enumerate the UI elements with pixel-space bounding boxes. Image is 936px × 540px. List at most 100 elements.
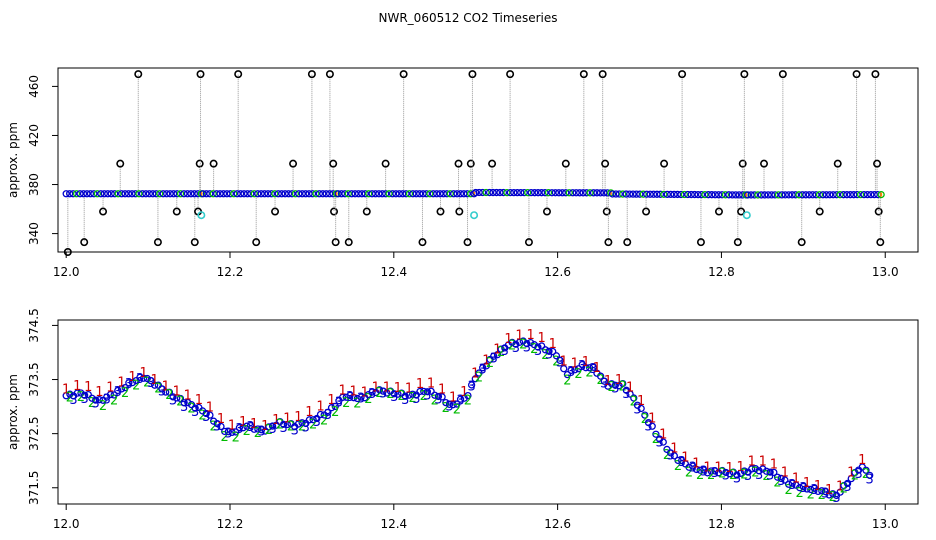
baseline-point (551, 189, 560, 197)
baseline-point (104, 190, 112, 198)
curve-ring (807, 485, 815, 494)
curve-ring (556, 356, 564, 365)
baseline-point (764, 191, 772, 199)
curve-label-point: 2 (773, 476, 781, 491)
curve-ring (268, 422, 277, 430)
curve-label-point: 1 (327, 393, 335, 408)
spike-marker (195, 159, 204, 168)
curve-label-point: 2 (331, 405, 339, 420)
curve-ring (162, 388, 170, 396)
curve-label-point: 1 (162, 379, 170, 394)
curve-ring (685, 463, 693, 471)
spike-marker (876, 238, 885, 247)
curve-label-point: 3 (700, 464, 708, 479)
curve-label-point: 3 (600, 376, 608, 391)
spike-marker (778, 70, 787, 79)
baseline-point (142, 190, 150, 198)
curve-label-point: 3 (810, 483, 818, 498)
curve-label-point: 2 (209, 420, 217, 435)
baseline-point (422, 190, 431, 198)
curve-ring (302, 419, 310, 428)
baseline-point (419, 190, 427, 198)
baseline-point (558, 189, 566, 197)
curve-label-point: 3 (324, 408, 332, 423)
curve-label-point: 1 (427, 376, 435, 391)
curve-label-point: 1 (781, 466, 789, 481)
curve-ring (165, 388, 174, 396)
baseline-point (128, 190, 136, 198)
baseline-point (351, 190, 359, 198)
baseline-point (305, 190, 313, 198)
curve-label-point: 3 (722, 468, 730, 483)
baseline-point (482, 188, 490, 197)
curve-label-point: 1 (659, 427, 667, 442)
curve-ring (327, 404, 336, 412)
baseline-point (489, 188, 497, 197)
baseline-point (704, 191, 712, 199)
curve-ring (368, 388, 376, 396)
spike-marker (871, 70, 880, 79)
curve-ring (751, 464, 760, 473)
baseline-point (596, 189, 605, 197)
curve-ring (357, 393, 365, 401)
curve-label-point: 1 (648, 411, 656, 426)
baseline-point (721, 191, 730, 199)
curve-label-point: 3 (799, 481, 807, 496)
baseline-point (663, 190, 671, 199)
spike-marker (488, 159, 497, 168)
curve-ring (257, 426, 266, 434)
curve-ring (279, 420, 288, 428)
baseline-point (176, 190, 185, 198)
baseline-point (470, 190, 478, 198)
curve-ring (759, 465, 767, 473)
y-tick-label: 372.5 (27, 416, 41, 450)
top-axes: 12.0 12.2 12.4 12.6 12.8 13.0 340 380 420 460 (27, 75, 899, 279)
spike-marker (623, 238, 632, 247)
curve-ring (353, 394, 362, 403)
baseline-point (670, 190, 678, 199)
spike-marker (852, 70, 861, 79)
baseline-point (149, 190, 157, 198)
baseline-point (582, 189, 591, 197)
baseline-point (260, 190, 269, 198)
curve-ring (456, 395, 465, 403)
baseline-point (608, 190, 617, 198)
curve-ring (711, 467, 719, 475)
curve-label-point: 2 (563, 373, 571, 388)
baseline-point (371, 190, 380, 198)
curve-ring (582, 364, 590, 372)
curve-label-point: 3 (224, 427, 232, 442)
curve-ring (309, 416, 317, 424)
curve-ring (294, 420, 303, 428)
curve-label-point: 2 (707, 468, 715, 483)
baseline-point (230, 190, 238, 198)
curve-ring (471, 375, 479, 383)
spike-marker (196, 70, 205, 79)
curve-ring (571, 366, 579, 374)
spike-marker (399, 70, 408, 79)
baseline-point (382, 190, 390, 198)
curve-label-point: 2 (641, 412, 649, 427)
curve-label-point: 1 (128, 370, 136, 385)
baseline-point (69, 190, 77, 198)
curve-label-point: 2 (475, 370, 483, 385)
curve-ring (482, 362, 491, 370)
baseline-point (145, 190, 154, 198)
spike-marker (153, 238, 162, 247)
curve-ring (836, 488, 844, 496)
baseline-point (643, 190, 651, 198)
baseline-point (243, 190, 252, 198)
baseline-point (802, 191, 810, 199)
baseline-point (250, 190, 258, 198)
curve-label-point: 3 (368, 387, 376, 402)
curve-label-point: 1 (350, 385, 358, 400)
curve-label-point: 2 (663, 448, 671, 463)
curve-ring (239, 424, 247, 432)
curve-label-point: 2 (143, 375, 151, 390)
y-tick-label: 340 (27, 222, 41, 245)
curve-ring (784, 480, 793, 488)
curve-ring (438, 393, 446, 401)
curve-label-point: 1 (217, 412, 225, 427)
curve-label-point: 1 (504, 332, 512, 347)
baseline-point (839, 191, 848, 199)
